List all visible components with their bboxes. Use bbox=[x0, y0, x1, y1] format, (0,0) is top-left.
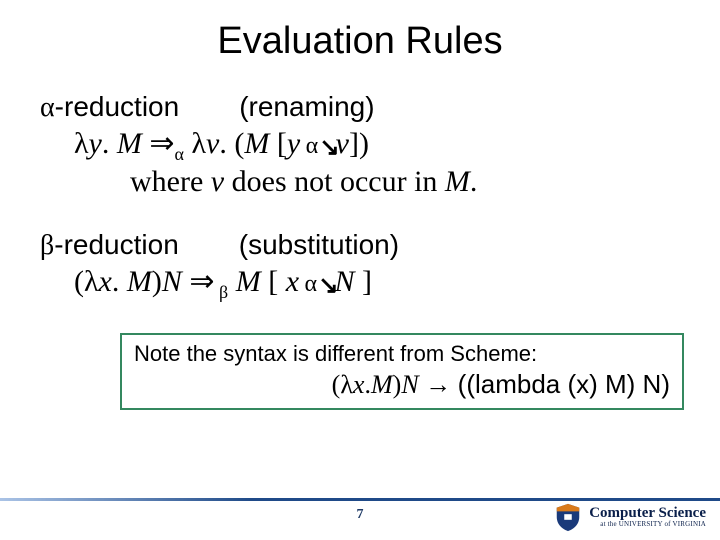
note-scheme: ((lambda (x) M) N) bbox=[458, 369, 670, 399]
alpha-rule-heading: α-reduction (renaming) bbox=[40, 91, 680, 124]
logo-sub-text: at the UNIVERSITY of VIRGINIA bbox=[589, 521, 706, 528]
slide: Evaluation Rules α-reduction(renaming) λ… bbox=[0, 0, 720, 540]
page-number: 7 bbox=[357, 507, 364, 523]
alpha-v: v bbox=[206, 127, 219, 160]
alpha-lambda-2: λ bbox=[191, 127, 206, 160]
note-m: M bbox=[371, 370, 393, 399]
alpha-bracket-open: [ bbox=[277, 127, 287, 160]
note-box: Note the syntax is different from Scheme… bbox=[120, 333, 684, 410]
note-text: Note the syntax is different from Scheme… bbox=[134, 341, 670, 367]
logo-main-text: Computer Science bbox=[589, 506, 706, 521]
alpha-where-clause: where v does not occur in M. bbox=[130, 165, 680, 199]
beta-dot: . bbox=[112, 265, 127, 298]
beta-x: x bbox=[99, 265, 112, 298]
beta-x-2: x bbox=[286, 265, 307, 298]
beta-m: M bbox=[127, 265, 152, 298]
footer-logo: Computer Science at the UNIVERSITY of VI… bbox=[553, 502, 706, 532]
where-mid: does not occur in bbox=[224, 165, 445, 198]
alpha-m-1: M bbox=[117, 127, 150, 160]
alpha-rule-expression: λy. M ⇒α λv. (M [y α↘v]) bbox=[74, 126, 680, 165]
where-end: . bbox=[470, 165, 478, 198]
note-n: N bbox=[401, 370, 425, 399]
beta-bracket-close: ] bbox=[362, 265, 372, 298]
alpha-bracket-close: ]) bbox=[349, 127, 369, 160]
alpha-y-2: y bbox=[287, 127, 308, 160]
alpha-arrow: ⇒ bbox=[149, 127, 174, 160]
note-open: ( bbox=[332, 370, 341, 399]
note-expression: (λx.M)N → ((lambda (x) M) N) bbox=[134, 369, 670, 400]
note-arrow: → bbox=[425, 370, 458, 399]
alpha-rule-block: α-reduction(renaming) λy. M ⇒α λv. (M [y… bbox=[40, 91, 680, 199]
beta-m-2: M bbox=[236, 265, 269, 298]
slide-title: Evaluation Rules bbox=[40, 20, 680, 63]
alpha-dot-2: . ( bbox=[219, 127, 244, 160]
beta-name: -reduction bbox=[54, 229, 179, 260]
alpha-y: y bbox=[89, 127, 102, 160]
replace-icon: α↘ bbox=[308, 136, 336, 156]
where-pre: where bbox=[130, 165, 211, 198]
beta-close: ) bbox=[152, 265, 162, 298]
note-lambda: λ bbox=[340, 370, 353, 399]
footer: 7 Computer Science at the UNIVERSITY of … bbox=[0, 498, 720, 540]
note-close: ) bbox=[393, 370, 402, 399]
beta-n-2: N bbox=[335, 265, 363, 298]
alpha-greek: α bbox=[40, 92, 55, 123]
beta-n: N bbox=[162, 265, 190, 298]
beta-rule-heading: β-reduction (substitution) bbox=[40, 229, 680, 262]
beta-paren: (substitution) bbox=[239, 229, 399, 260]
where-v: v bbox=[211, 165, 224, 198]
alpha-lambda-1: λ bbox=[74, 127, 89, 160]
beta-arrow: ⇒ bbox=[189, 265, 214, 298]
sp2 bbox=[228, 265, 236, 298]
beta-arrow-sub: β bbox=[215, 282, 229, 302]
alpha-dot-1: . bbox=[102, 127, 117, 160]
beta-bracket-open: [ bbox=[268, 265, 286, 298]
beta-lambda: λ bbox=[84, 265, 99, 298]
note-x: x bbox=[353, 370, 365, 399]
footer-gradient bbox=[0, 498, 252, 501]
beta-greek: β bbox=[40, 230, 54, 261]
alpha-m-2: M bbox=[244, 127, 277, 160]
replace-icon: α↘ bbox=[307, 274, 335, 294]
shield-icon bbox=[553, 502, 583, 532]
beta-rule-expression: (λx. M)N ⇒ β M [ x α↘N ] bbox=[74, 264, 680, 303]
beta-open: ( bbox=[74, 265, 84, 298]
beta-rule-block: β-reduction(substitution) (λx. M)N ⇒ β M… bbox=[40, 229, 680, 303]
where-m: M bbox=[445, 165, 470, 198]
alpha-paren: (renaming) bbox=[239, 91, 374, 122]
alpha-arrow-sub: α bbox=[175, 144, 184, 164]
alpha-name: -reduction bbox=[55, 91, 180, 122]
logo-text: Computer Science at the UNIVERSITY of VI… bbox=[589, 506, 706, 528]
